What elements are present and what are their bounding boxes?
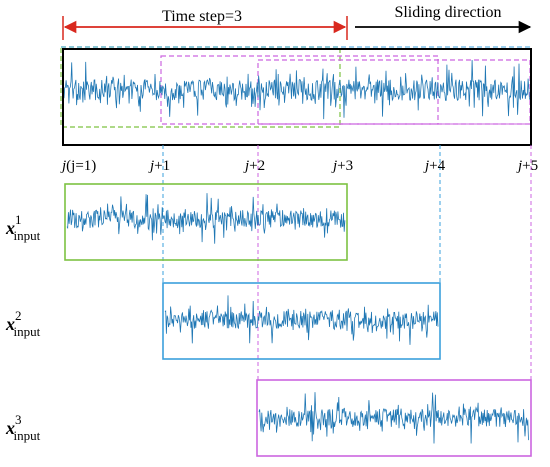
time-step-label: Time step=3: [162, 8, 242, 25]
input-label-1: x1 input: [5, 212, 41, 243]
tick-label-j4: j+3: [331, 158, 353, 174]
tick-label-j1: j(j=1): [60, 158, 96, 174]
input-label-3: x3 input: [5, 412, 41, 443]
tick-label-j6: j+5: [516, 158, 538, 174]
tick-label-j2: j+1: [148, 158, 170, 174]
input-window-2: [162, 282, 441, 360]
tick-label-j3: j+2: [243, 158, 265, 174]
full-signal-frame: [62, 48, 532, 146]
sliding-direction-label: Sliding direction: [394, 4, 501, 21]
input-window-3: [256, 379, 532, 457]
full-signal-waveform: [63, 59, 530, 120]
tick-label-j5: j+4: [423, 158, 446, 174]
input-window-1: [64, 183, 348, 261]
input-label-2: x2 input: [5, 308, 41, 339]
